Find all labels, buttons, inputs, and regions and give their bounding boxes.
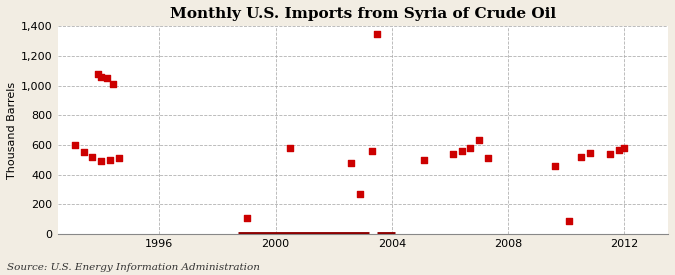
Point bbox=[576, 155, 587, 159]
Point bbox=[372, 32, 383, 36]
Y-axis label: Thousand Barrels: Thousand Barrels bbox=[7, 82, 17, 179]
Point bbox=[418, 158, 429, 162]
Point bbox=[564, 218, 574, 223]
Point bbox=[366, 149, 377, 153]
Point bbox=[605, 152, 616, 156]
Point bbox=[78, 150, 89, 155]
Point bbox=[96, 159, 107, 163]
Point bbox=[465, 146, 476, 150]
Point bbox=[113, 156, 124, 161]
Point bbox=[549, 164, 560, 168]
Point bbox=[93, 72, 104, 76]
Point bbox=[87, 155, 98, 159]
Point bbox=[70, 143, 80, 147]
Point bbox=[241, 215, 252, 220]
Point bbox=[474, 138, 485, 143]
Point bbox=[613, 148, 624, 152]
Point bbox=[107, 82, 118, 86]
Point bbox=[285, 146, 296, 150]
Text: Source: U.S. Energy Information Administration: Source: U.S. Energy Information Administ… bbox=[7, 263, 260, 272]
Point bbox=[456, 149, 467, 153]
Point bbox=[105, 158, 115, 162]
Point bbox=[584, 151, 595, 155]
Point bbox=[619, 146, 630, 150]
Title: Monthly U.S. Imports from Syria of Crude Oil: Monthly U.S. Imports from Syria of Crude… bbox=[170, 7, 556, 21]
Point bbox=[102, 76, 113, 80]
Point bbox=[354, 192, 365, 196]
Point bbox=[483, 156, 493, 161]
Point bbox=[346, 161, 356, 165]
Point bbox=[448, 152, 458, 156]
Point bbox=[96, 75, 107, 79]
